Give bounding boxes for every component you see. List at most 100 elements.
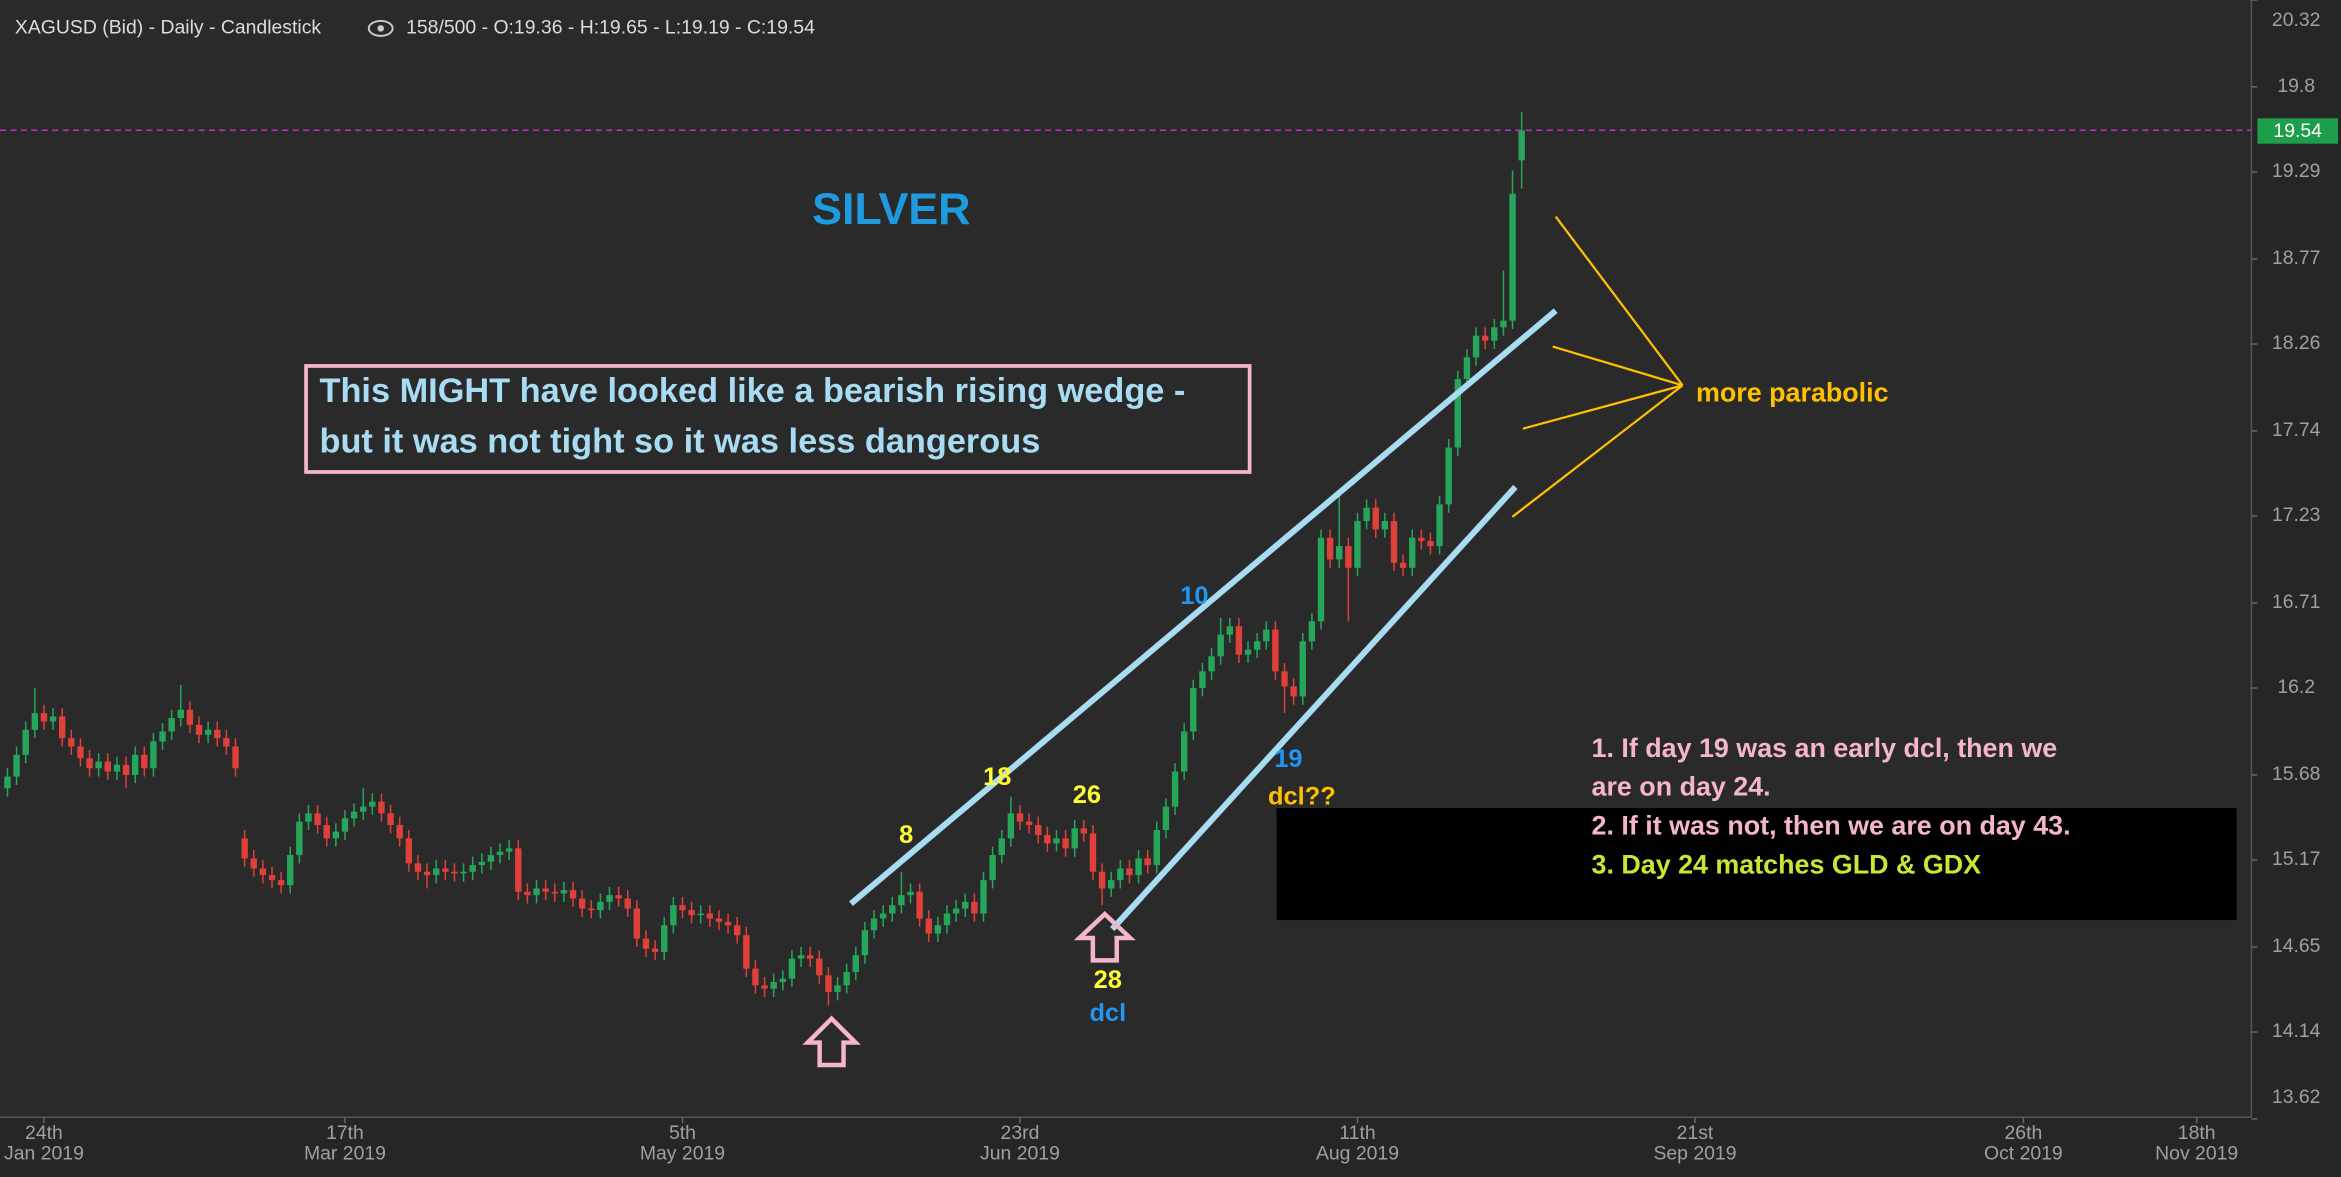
candle-body: [1491, 327, 1498, 341]
candle-body: [834, 985, 841, 993]
candle-body: [442, 868, 449, 872]
candle-body: [232, 746, 239, 769]
candle-body: [1171, 771, 1179, 807]
x-tick-label: 23rd: [1001, 1122, 1040, 1144]
note-text: 2. If it was not, then we are on day 43.: [1592, 811, 2071, 841]
candle-body: [49, 716, 57, 722]
callout-line: [1552, 345, 1683, 387]
candle-body: [159, 731, 166, 742]
candle-body: [1190, 688, 1197, 732]
candle-body: [615, 895, 622, 899]
candles: [4, 111, 1525, 1006]
last-price-box: [2257, 118, 2339, 144]
count-label: 10: [1180, 582, 1208, 610]
callout-line: [1554, 215, 1684, 387]
y-tick-label: 14.65: [2272, 935, 2321, 957]
candle-body: [487, 855, 495, 862]
candle-body: [761, 985, 768, 989]
candle-body: [989, 855, 996, 881]
candle-body: [323, 824, 330, 839]
candle-body: [150, 741, 157, 769]
y-tick-label: 15.68: [2272, 763, 2321, 785]
candle-body: [533, 888, 540, 896]
candle-body: [268, 875, 276, 881]
candle-body: [1518, 130, 1525, 161]
candle-body: [816, 958, 823, 976]
candle-body: [688, 910, 695, 916]
candle-body: [697, 913, 704, 916]
candle-body: [971, 901, 978, 914]
candle-body: [250, 858, 257, 869]
candle-body: [223, 738, 230, 747]
candle-body: [1007, 813, 1015, 839]
candle-body: [642, 938, 650, 949]
candle-body: [1345, 546, 1352, 568]
header-stats: 158/500 - O:19.36 - H:19.65 - L:19.19 - …: [406, 17, 815, 39]
annotation-box: [304, 364, 1252, 474]
candle-body: [889, 905, 896, 914]
candle-body: [770, 981, 777, 989]
y-tick-label: 19.8: [2277, 75, 2315, 97]
candle-body: [752, 968, 759, 986]
annotation-title: SILVER: [812, 184, 970, 234]
candle-body: [1226, 626, 1233, 635]
count-label: 26: [1073, 781, 1101, 809]
candle-body: [788, 958, 796, 979]
candle-body: [1153, 830, 1161, 866]
candle-body: [1354, 521, 1361, 568]
candle-body: [1053, 838, 1060, 844]
eye-icon: [367, 19, 394, 37]
candle-body: [797, 955, 805, 959]
candle-body: [998, 838, 1005, 856]
x-tick-label: 26th: [2004, 1122, 2042, 1144]
candle-body: [597, 901, 604, 911]
candle-body: [86, 758, 93, 769]
y-tick-label: 13.62: [2272, 1086, 2321, 1108]
candle-body: [1035, 824, 1042, 836]
candle-body: [369, 801, 376, 807]
trend-line: [1110, 484, 1518, 932]
candle-body: [578, 898, 586, 909]
candle-body: [1126, 868, 1133, 876]
candle-body: [843, 971, 850, 986]
candle-body: [679, 905, 686, 911]
trend-line: [849, 308, 1558, 906]
candle-body: [13, 754, 20, 777]
candle-body: [1253, 641, 1261, 650]
candle-body: [1235, 626, 1243, 655]
header: XAGUSD (Bid) - Daily - Candlestick: [15, 17, 321, 39]
count-label: 18: [983, 763, 1011, 791]
candle-body: [734, 925, 741, 936]
candle-body: [414, 863, 422, 872]
y-tick-label: 20.32: [2272, 9, 2321, 31]
y-tick-label: 18.77: [2272, 247, 2321, 269]
candle-body: [1436, 504, 1443, 547]
x-tick-label: Aug 2019: [1316, 1143, 1399, 1165]
candle-body: [387, 813, 394, 825]
note-box: [1276, 808, 2237, 921]
candle-body: [1317, 537, 1325, 622]
candle-body: [122, 764, 130, 775]
count-label: 28: [1094, 966, 1122, 994]
candle-body: [852, 955, 859, 972]
candle-body: [1381, 521, 1389, 530]
candle-body: [661, 925, 668, 952]
x-tick-label: May 2019: [640, 1143, 725, 1165]
callout-line: [1511, 384, 1684, 518]
count-label: 19: [1274, 745, 1302, 773]
candle-body: [214, 729, 221, 739]
candle-body: [1080, 828, 1088, 834]
candle-body: [1463, 357, 1471, 380]
last-price-label: 19.54: [2273, 120, 2322, 142]
candle-body: [825, 975, 832, 993]
x-tick-label: Oct 2019: [1984, 1143, 2063, 1165]
candle-body: [1135, 858, 1142, 876]
candle-body: [1108, 880, 1115, 889]
callout-lines: [1511, 215, 1684, 518]
candle-body: [350, 811, 358, 819]
candle-body: [980, 880, 987, 914]
candle-body: [1199, 671, 1206, 689]
plot-area: [0, 0, 2251, 1117]
